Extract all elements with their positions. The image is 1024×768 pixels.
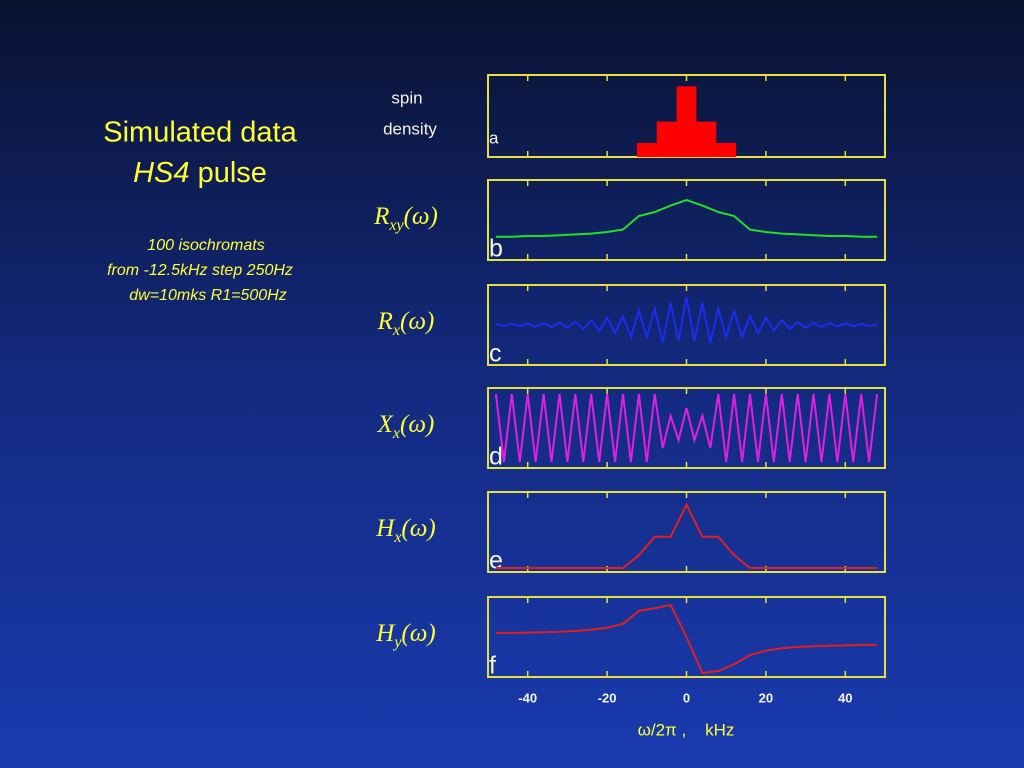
curve [495,502,878,569]
panel-letter: c [489,340,502,368]
bar [676,86,697,157]
bar [716,142,737,157]
panel-letter: a [489,128,499,147]
label-sub: x [393,529,401,546]
panel-label: density [383,119,437,138]
label-arg: (ω) [401,620,435,647]
panel-label: Hx(ω) [375,515,435,546]
label-main: R [377,308,393,335]
panel-label: Rx(ω) [377,308,435,339]
label-sub: y [392,634,402,651]
panel-label: Xx(ω) [377,411,435,442]
label-main: H [375,515,396,542]
note: 100 isochromats [147,237,264,254]
bar [696,121,717,157]
bar [636,142,657,157]
title-italic: HS4 [133,157,189,189]
x-tick-label: -20 [598,690,617,705]
x-tick-label: 20 [759,690,773,705]
x-tick-label: 0 [683,690,690,705]
panel-label: Hy(ω) [375,620,435,651]
x-tick-label: 40 [838,690,852,705]
label-sub: xy [388,217,404,234]
bar [656,121,677,157]
label-arg: (ω) [404,203,438,230]
label-arg: (ω) [400,308,434,335]
panel-label: spin [391,88,422,107]
note: from -12.5kHz step 250Hz [107,262,293,279]
curve [494,393,879,463]
curve [495,198,878,238]
label-main: X [377,411,395,438]
panel-letter: d [489,443,503,471]
curve [495,603,878,675]
x-axis-label: ω/2π , kHz [638,720,735,739]
curve [495,296,878,344]
panel-letter: b [489,235,503,263]
label-main: R [373,203,389,230]
x-tick-label: -40 [518,690,537,705]
title-line: HS4 pulse [133,157,267,189]
note: dw=10mks R1=500Hz [129,287,286,304]
panel-letter: f [489,652,496,680]
title-rest: pulse [198,157,267,189]
label-sub: x [392,425,400,442]
label-arg: (ω) [400,411,434,438]
panel-label: Rxy(ω) [373,203,438,234]
label-main: H [375,620,396,647]
label-sub: x [392,322,400,339]
label-arg: (ω) [401,515,435,542]
panel-letter: e [489,547,503,575]
title-line: Simulated data [103,117,297,149]
